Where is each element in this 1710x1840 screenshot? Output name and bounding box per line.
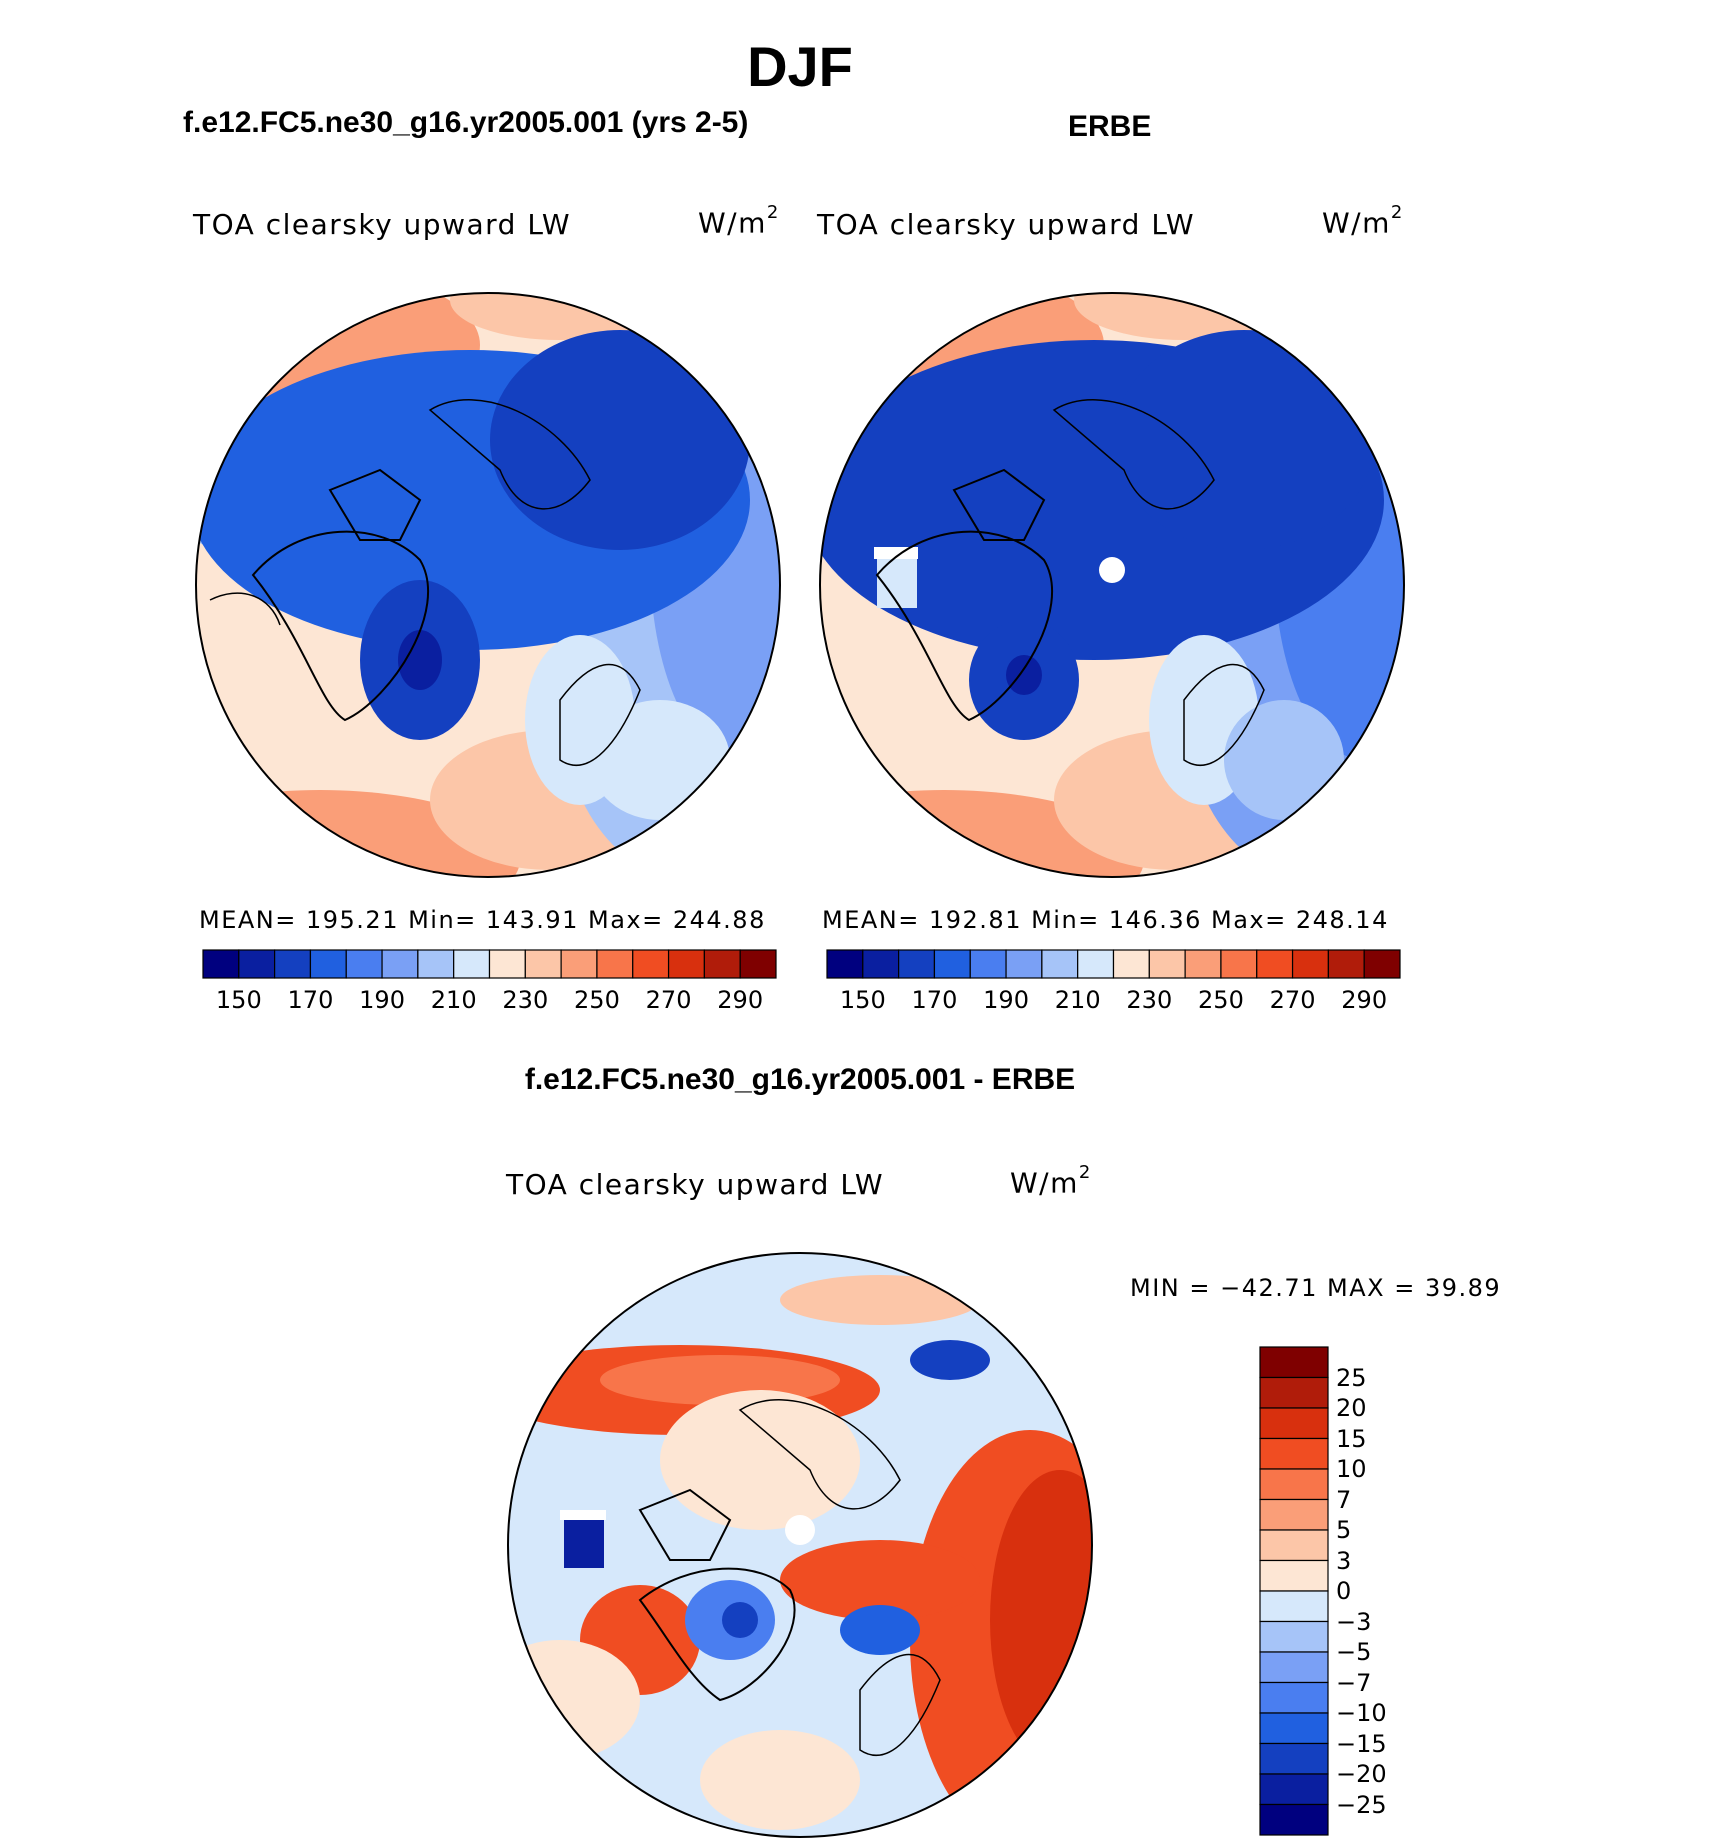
panel-left-colorbar-tick-label: 230 (502, 986, 549, 1014)
panel-left-colorbar-swatch (417, 949, 455, 979)
panel-right-colorbar-swatch (933, 949, 971, 979)
panel-right-colorbar-swatch (1291, 949, 1329, 979)
panel-right-colorbar-swatch (862, 949, 900, 979)
panel-right-case-title: ERBE (1068, 110, 1152, 143)
difference-colorbar-swatch (1259, 1681, 1329, 1714)
difference-variable: TOA clearsky upward LW (506, 1168, 885, 1201)
difference-colorbar-swatch (1259, 1498, 1329, 1531)
difference-colorbar-swatch (1259, 1529, 1329, 1562)
difference-colorbar-swatch (1259, 1407, 1329, 1440)
difference-colorbar-swatch (1259, 1559, 1329, 1592)
panel-left-colorbar-swatch (274, 949, 312, 979)
panel-right-colorbar-tick-label: 290 (1341, 986, 1388, 1014)
panel-left-polar-map (195, 292, 781, 878)
difference-colorbar-tick-label: −20 (1336, 1760, 1387, 1788)
difference-colorbar-tick-label: −15 (1336, 1729, 1387, 1758)
panel-right-colorbar (826, 949, 1401, 979)
panel-right-colorbar-swatch (1041, 949, 1079, 979)
difference-colorbar-swatch (1259, 1468, 1329, 1501)
panel-right-stats: MEAN= 192.81 Min= 146.36 Max= 248.14 (822, 906, 1389, 934)
panel-left-colorbar-tick-label: 150 (215, 986, 262, 1014)
difference-colorbar-swatch (1259, 1803, 1329, 1836)
panel-left-colorbar-tick-label: 210 (430, 986, 477, 1014)
difference-colorbar (1259, 1346, 1329, 1836)
panel-right-colorbar-swatch (1220, 949, 1258, 979)
panel-right-colorbar-swatch (1148, 949, 1186, 979)
panel-right-colorbar-swatch (969, 949, 1007, 979)
panel-left-colorbar-swatch (739, 949, 777, 979)
panel-right-variable: TOA clearsky upward LW (817, 208, 1196, 241)
panel-right-polar-map (819, 292, 1405, 878)
panel-right-colorbar-swatch (898, 949, 936, 979)
difference-colorbar-tick-label: −3 (1336, 1607, 1372, 1636)
difference-colorbar-swatch (1259, 1712, 1329, 1745)
panel-left-colorbar-swatch (560, 949, 598, 979)
panel-right-colorbar-tick-label: 270 (1269, 986, 1316, 1014)
panel-left-colorbar-swatch (453, 949, 491, 979)
panel-left-colorbar-swatch (524, 949, 562, 979)
difference-colorbar-tick-label: 10 (1336, 1455, 1367, 1483)
panel-left-units: W/m2 (698, 202, 780, 240)
panel-left-colorbar-tick-label: 190 (359, 986, 405, 1014)
panel-left-colorbar-swatch (703, 949, 741, 979)
difference-colorbar-tick-label: 20 (1336, 1394, 1367, 1422)
difference-colorbar-tick-label: 15 (1336, 1424, 1367, 1453)
panel-right-units: W/m2 (1322, 202, 1404, 240)
panel-left-colorbar-tick-label: 290 (717, 986, 764, 1014)
difference-colorbar-swatch (1259, 1376, 1329, 1409)
panel-right-colorbar-tick-label: 190 (983, 986, 1029, 1014)
panel-right-colorbar-tick-label: 250 (1198, 986, 1244, 1014)
panel-right-colorbar-tick-label: 170 (911, 986, 958, 1014)
panel-right-colorbar-swatch (1112, 949, 1150, 979)
panel-right-colorbar-tick-label: 150 (839, 986, 886, 1014)
panel-right-colorbar-swatch (1256, 949, 1294, 979)
panel-left-colorbar-swatch (381, 949, 419, 979)
panel-left-stats: MEAN= 195.21 Min= 143.91 Max= 244.88 (199, 906, 766, 934)
panel-right-colorbar-tick-label: 230 (1126, 986, 1173, 1014)
panel-left-colorbar (202, 949, 777, 979)
panel-right-colorbar-swatch (1184, 949, 1222, 979)
difference-colorbar-swatch (1259, 1620, 1329, 1653)
panel-left-colorbar-tick-label: 270 (645, 986, 692, 1014)
difference-colorbar-tick-label: −5 (1336, 1638, 1372, 1666)
difference-polar-map (507, 1252, 1093, 1838)
panel-left-colorbar-swatch (238, 949, 276, 979)
difference-colorbar-swatch (1259, 1651, 1329, 1684)
difference-colorbar-tick-label: −7 (1336, 1668, 1372, 1697)
panel-right-colorbar-swatch (826, 949, 864, 979)
difference-colorbar-swatch (1259, 1773, 1329, 1806)
panel-right-colorbar-swatch (1363, 949, 1401, 979)
panel-left-colorbar-swatch (488, 949, 526, 979)
difference-colorbar-swatch (1259, 1346, 1329, 1379)
panel-left-case-title: f.e12.FC5.ne30_g16.yr2005.001 (yrs 2-5) (183, 106, 749, 139)
panel-left-colorbar-swatch (309, 949, 347, 979)
difference-colorbar-swatch (1259, 1437, 1329, 1470)
panel-left-colorbar-tick-label: 170 (287, 986, 334, 1014)
panel-left-colorbar-swatch (667, 949, 705, 979)
panel-left-colorbar-swatch (345, 949, 383, 979)
difference-colorbar-tick-label: 3 (1336, 1546, 1352, 1575)
panel-left-variable: TOA clearsky upward LW (193, 208, 572, 241)
panel-right-colorbar-swatch (1077, 949, 1115, 979)
difference-colorbar-tick-label: 7 (1336, 1485, 1352, 1514)
difference-colorbar-tick-label: −10 (1336, 1699, 1387, 1727)
panel-left-colorbar-swatch (596, 949, 634, 979)
panel-right-colorbar-tick-label: 210 (1054, 986, 1101, 1014)
difference-colorbar-tick-label: 0 (1336, 1577, 1352, 1605)
difference-colorbar-tick-label: −25 (1336, 1790, 1387, 1819)
page-title: DJF (747, 35, 853, 98)
panel-right-colorbar-swatch (1005, 949, 1043, 979)
difference-units: W/m2 (1010, 1162, 1092, 1200)
difference-colorbar-tick-label: 25 (1336, 1363, 1367, 1392)
difference-title: f.e12.FC5.ne30_g16.yr2005.001 - ERBE (524, 1063, 1076, 1096)
panel-right-colorbar-swatch (1327, 949, 1365, 979)
difference-colorbar-swatch (1259, 1742, 1329, 1775)
difference-colorbar-tick-label: 5 (1336, 1516, 1352, 1544)
panel-left-colorbar-swatch (202, 949, 240, 979)
panel-left-colorbar-swatch (632, 949, 670, 979)
panel-left-colorbar-tick-label: 250 (574, 986, 620, 1014)
difference-min-max: MIN = −42.71 MAX = 39.89 (1130, 1274, 1502, 1302)
difference-colorbar-swatch (1259, 1590, 1329, 1623)
